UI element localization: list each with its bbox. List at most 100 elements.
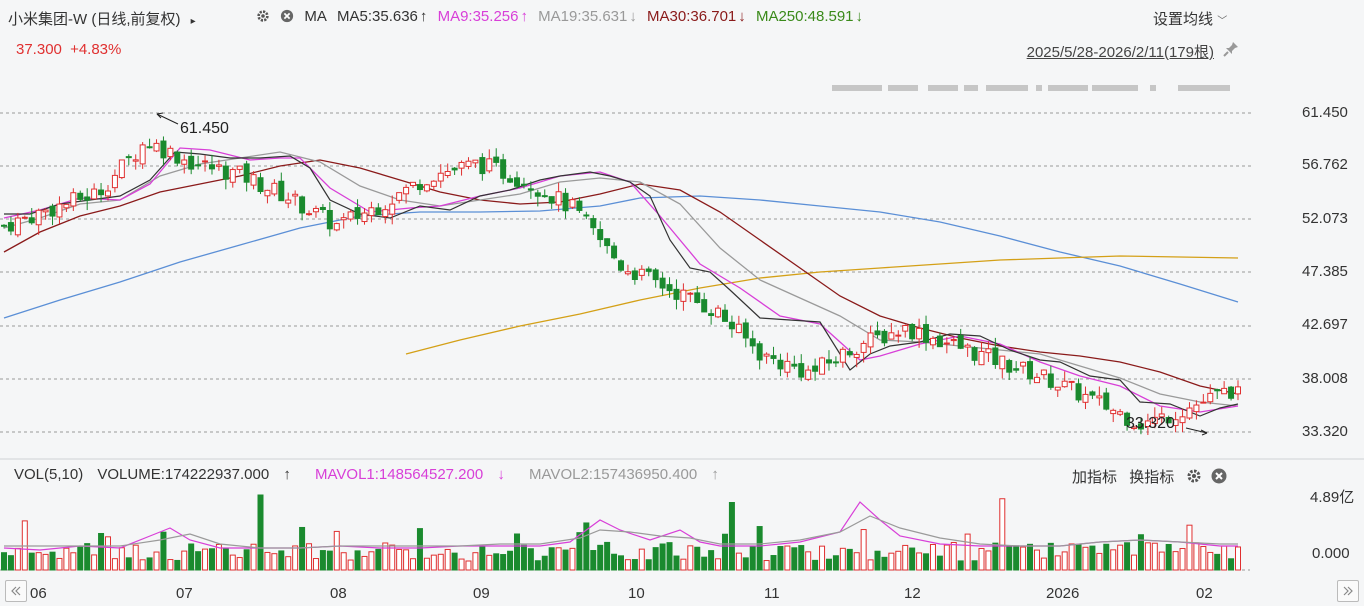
candle-up	[1193, 404, 1200, 413]
candle-up	[444, 170, 451, 176]
price-tick-4: 42.697	[1302, 316, 1348, 333]
candle-down	[375, 207, 382, 216]
volume-bar-up	[687, 545, 694, 571]
candle-down	[791, 363, 798, 367]
volume-value-text: VOLUME:174222937.000	[97, 466, 270, 483]
candle-up	[902, 324, 909, 332]
switch-indicator-button[interactable]: 换指标	[1129, 469, 1175, 486]
candle-up	[1020, 361, 1027, 367]
pin-icon[interactable]	[1222, 40, 1240, 58]
expand-icon[interactable]: ▸	[190, 16, 196, 27]
x-tick-11: 11	[764, 585, 780, 602]
volume-bar-up	[403, 549, 410, 571]
candle-up	[1207, 392, 1214, 403]
stock-title[interactable]: 小米集团-W (日线,前复权) ▸	[8, 8, 196, 29]
volume-bar-up	[333, 530, 340, 571]
volume-bar-down	[1103, 543, 1110, 571]
ma250-arrow: ↓	[855, 8, 864, 25]
volume-bar-up	[943, 544, 950, 571]
ma250-value: MA250:48.591	[755, 8, 854, 25]
candle-down	[611, 245, 618, 259]
volume-bar-up	[985, 550, 992, 571]
date-range[interactable]: 2025/5/28-2026/2/11(179根)	[1026, 44, 1214, 61]
volume-bar-down	[257, 494, 264, 571]
volume-bar-down	[527, 548, 534, 571]
ma9-arrow: ↑	[520, 8, 528, 25]
volume-bar-up	[715, 558, 722, 571]
volume-bar-up	[638, 548, 645, 571]
volume-bar-down	[125, 557, 132, 571]
ma-settings-gear-icon[interactable]	[256, 8, 274, 25]
ma-close-icon[interactable]	[280, 8, 298, 25]
candle-up	[118, 159, 125, 179]
candle-down	[1075, 383, 1082, 401]
volume-bar-up	[56, 557, 63, 571]
add-indicator-button[interactable]: 加指标	[1072, 469, 1118, 486]
candle-down	[590, 218, 597, 229]
candle-up	[153, 142, 160, 152]
candle-up	[91, 188, 98, 200]
volume-bar-up	[978, 547, 985, 571]
volume-bar-up	[860, 529, 867, 571]
volume-bar-up	[396, 548, 403, 571]
candle-down	[1006, 360, 1013, 373]
volume-bar-up	[902, 544, 909, 571]
set-ma-label: 设置均线	[1153, 11, 1214, 28]
ma30-line	[3, 159, 1239, 395]
set-ma-dropdown[interactable]: 设置均线 ﹀	[1153, 8, 1227, 29]
indicator-close-icon[interactable]	[1211, 468, 1227, 486]
volume-bar-down	[798, 545, 805, 571]
candle-up	[312, 207, 319, 213]
candle-up	[1110, 409, 1117, 415]
low-label: 33.320	[1126, 415, 1175, 432]
scroll-right-button[interactable]	[1337, 580, 1359, 602]
volume-bar-down	[146, 557, 153, 571]
mavol2-arrow: ↑	[711, 466, 719, 483]
volume-bar-down	[160, 531, 167, 571]
candle-down	[507, 178, 514, 183]
candle-up	[715, 307, 722, 318]
candle-down	[1027, 361, 1034, 380]
candle-up	[1096, 395, 1103, 399]
volume-bar-up	[784, 545, 791, 571]
candle-up	[465, 160, 472, 167]
candle-down	[77, 192, 84, 200]
volume-bar-down	[326, 550, 333, 571]
candle-up	[181, 159, 188, 165]
candle-down	[479, 157, 486, 175]
ma19-value: MA19:35.631	[538, 8, 628, 25]
volume-bar-up	[1200, 546, 1207, 571]
volume-bar-up	[1054, 555, 1061, 571]
candle-down	[666, 284, 673, 292]
candle-up	[805, 369, 812, 380]
x-tick-02: 02	[1196, 585, 1213, 602]
volume-bar-down	[666, 542, 673, 571]
price-summary: 37.300 +4.83%	[16, 41, 121, 58]
candle-down	[562, 192, 569, 212]
volume-bar-up	[292, 545, 299, 571]
volume-bar-up	[63, 547, 70, 571]
volume-bar-up	[1193, 542, 1200, 571]
candle-down	[749, 338, 756, 347]
volume-bar-down	[791, 547, 798, 571]
candle-down	[728, 321, 735, 330]
volume-bar-up	[111, 558, 118, 571]
candle-down	[992, 347, 999, 366]
indicator-settings-gear-icon[interactable]	[1186, 469, 1206, 486]
volume-bar-down	[742, 557, 749, 571]
candle-down	[299, 196, 306, 214]
candle-up	[472, 159, 479, 164]
candle-up	[1033, 376, 1040, 384]
scroll-left-button[interactable]	[5, 580, 27, 602]
candle-down	[694, 292, 701, 303]
volume-bar-down	[319, 550, 326, 571]
double-chevron-left-icon	[11, 586, 21, 596]
volume-bar-up	[999, 498, 1006, 571]
volume-bar-up	[347, 559, 354, 571]
candle-down	[874, 330, 881, 336]
mavol1-line	[3, 501, 1238, 551]
volume-bar-down	[28, 552, 35, 571]
ma30-value: MA30:36.701	[647, 8, 737, 25]
volume-bar-down	[812, 559, 819, 571]
